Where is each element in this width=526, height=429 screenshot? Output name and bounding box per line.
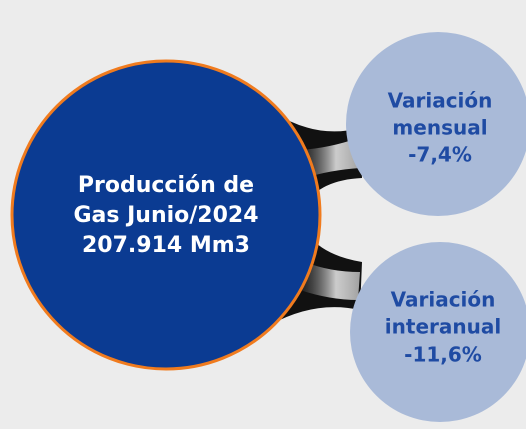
main-circle <box>10 59 322 371</box>
main-line: Gas Junio/2024 <box>73 203 258 228</box>
connector-bottom-shine <box>300 262 360 300</box>
yearly-line: Variación <box>391 288 496 312</box>
monthly-line: mensual <box>392 116 487 140</box>
main-line: 207.914 Mm3 <box>82 233 250 258</box>
monthly-line: Variación <box>388 89 493 113</box>
main-line: Producción de <box>78 173 254 198</box>
yearly-line: interanual <box>385 315 501 339</box>
monthly-line: -7,4% <box>408 143 472 167</box>
connector-top-shine <box>300 138 360 178</box>
monthly-circle <box>346 32 526 216</box>
yearly-circle <box>350 242 526 422</box>
yearly-line: -11,6% <box>404 343 482 367</box>
